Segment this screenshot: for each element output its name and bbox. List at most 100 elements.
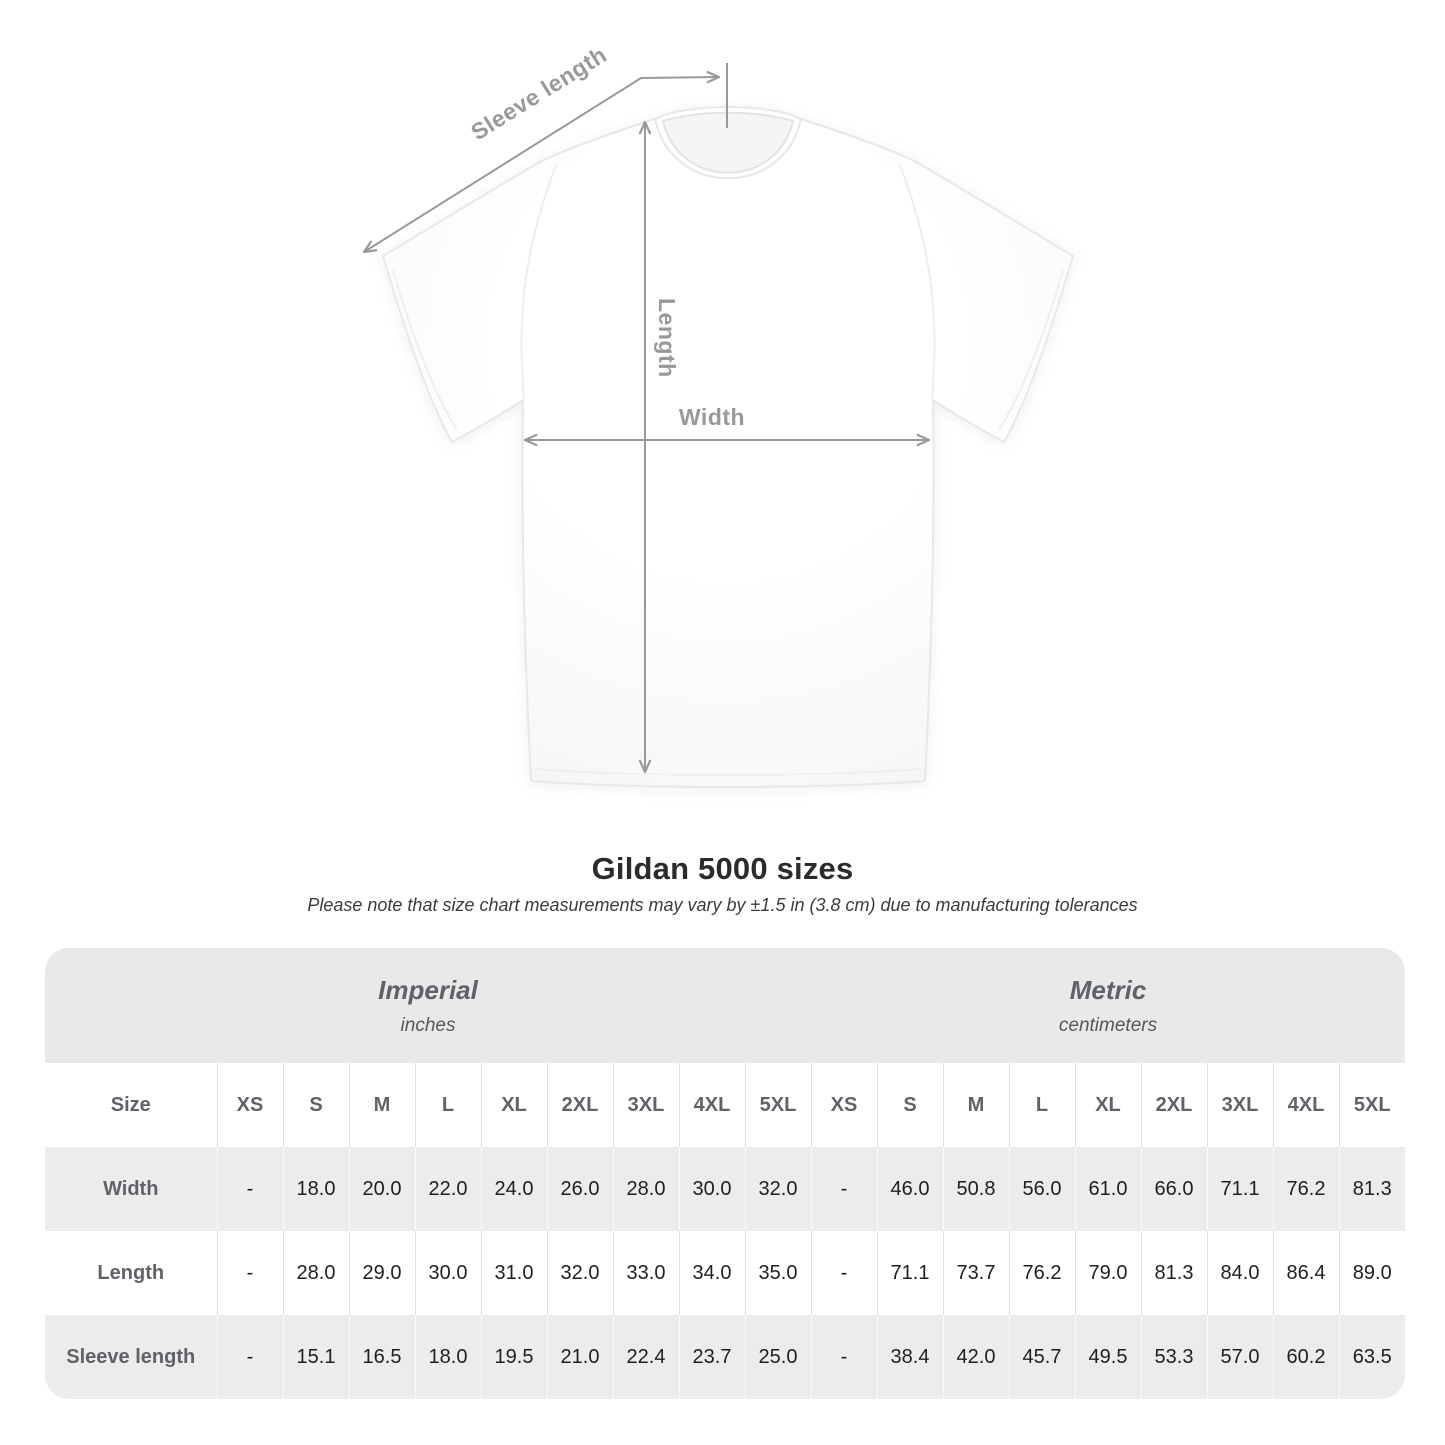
page-title: Gildan 5000 sizes — [591, 851, 854, 886]
tshirt-body — [382, 106, 1074, 788]
tshirt-illustration — [382, 106, 1074, 788]
table-cell: 60.2 — [1272, 1315, 1339, 1399]
tshirt-left-sleeve-hem — [392, 269, 458, 431]
table-cell: 29.0 — [348, 1231, 415, 1315]
imperial-label: Imperial — [378, 974, 478, 1005]
size-header-cell: XL — [1074, 1063, 1141, 1147]
table-cell: 49.5 — [1074, 1315, 1141, 1399]
table-cell: 30.0 — [414, 1231, 481, 1315]
tshirt-right-sleeve-hem — [998, 269, 1064, 431]
table-cell: 89.0 — [1338, 1231, 1405, 1315]
table-cell: 20.0 — [348, 1147, 415, 1231]
table-cell: 71.1 — [876, 1231, 943, 1315]
table-cell: 71.1 — [1206, 1147, 1273, 1231]
row-label: Length — [97, 1261, 165, 1284]
unit-header-imperial: Imperial inches — [45, 948, 811, 1063]
table-row-sizes: Size XS S M L XL 2XL 3XL 4XL 5XL XS S M … — [45, 1063, 1405, 1147]
table-cell: - — [216, 1231, 283, 1315]
size-column-header: Size — [110, 1093, 151, 1116]
size-header-cell: 5XL — [744, 1063, 811, 1147]
title-block: Gildan 5000 sizes Please note that size … — [0, 851, 1445, 916]
size-header-cell: S — [282, 1063, 349, 1147]
unit-header-band: Imperial inches Metric centimeters — [45, 948, 1405, 1063]
table-cell: 28.0 — [282, 1231, 349, 1315]
size-chart: Imperial inches Metric centimeters Size … — [45, 948, 1405, 1399]
table-cell: 23.7 — [678, 1315, 745, 1399]
size-header-cell: XL — [480, 1063, 547, 1147]
table-cell: 81.3 — [1140, 1231, 1207, 1315]
table-row-length: Length - 28.0 29.0 30.0 31.0 32.0 33.0 3… — [45, 1231, 1405, 1315]
table-cell: 22.0 — [414, 1147, 481, 1231]
table-cell: 50.8 — [942, 1147, 1009, 1231]
table-cell: - — [216, 1147, 283, 1231]
length-label: Length — [654, 298, 680, 378]
table-cell: 63.5 — [1338, 1315, 1405, 1399]
table-cell: 35.0 — [744, 1231, 811, 1315]
row-label: Width — [45, 1147, 217, 1231]
size-table: Size XS S M L XL 2XL 3XL 4XL 5XL XS S M … — [45, 1063, 1405, 1399]
size-header-cell: 4XL — [678, 1063, 745, 1147]
table-cell: 16.5 — [348, 1315, 415, 1399]
table-cell: 31.0 — [480, 1231, 547, 1315]
table-cell: 33.0 — [612, 1231, 679, 1315]
size-header-cell: M — [348, 1063, 415, 1147]
metric-unit: centimeters — [1058, 1014, 1158, 1036]
table-cell: 21.0 — [546, 1315, 613, 1399]
size-header-cell: 2XL — [1140, 1063, 1207, 1147]
table-cell: 15.1 — [282, 1315, 349, 1399]
size-header-cell: 5XL — [1338, 1063, 1405, 1147]
table-row-sleeve-length: Sleeve length - 15.1 16.5 18.0 19.5 21.0… — [45, 1315, 1405, 1399]
table-cell: 57.0 — [1206, 1315, 1273, 1399]
table-cell: - — [810, 1231, 877, 1315]
table-cell: 84.0 — [1206, 1231, 1273, 1315]
tshirt-bottom-hem — [534, 768, 922, 776]
table-cell: 66.0 — [1140, 1147, 1207, 1231]
unit-header-metric: Metric centimeters — [811, 948, 1405, 1063]
size-header-cell: L — [1008, 1063, 1075, 1147]
size-header-cell: 3XL — [1206, 1063, 1273, 1147]
table-cell: 42.0 — [942, 1315, 1009, 1399]
width-label: Width — [679, 404, 745, 430]
table-cell: 76.2 — [1272, 1147, 1339, 1231]
table-cell: 32.0 — [744, 1147, 811, 1231]
metric-label: Metric — [1069, 974, 1147, 1005]
table-cell: 79.0 — [1074, 1231, 1141, 1315]
table-cell: 19.5 — [480, 1315, 547, 1399]
table-row-width: Width - 18.0 20.0 22.0 24.0 26.0 28.0 30… — [45, 1147, 1405, 1231]
table-cell: - — [810, 1147, 877, 1231]
table-cell: 34.0 — [678, 1231, 745, 1315]
tshirt-measurement-diagram: Sleeve length Length Width — [362, 41, 1074, 788]
table-cell: 53.3 — [1140, 1315, 1207, 1399]
table-cell: 30.0 — [678, 1147, 745, 1231]
table-cell: 81.3 — [1338, 1147, 1405, 1231]
size-header-cell: XS — [810, 1063, 877, 1147]
table-cell: 56.0 — [1008, 1147, 1075, 1231]
table-cell: 26.0 — [546, 1147, 613, 1231]
size-header-cell: 4XL — [1272, 1063, 1339, 1147]
table-cell: 76.2 — [1008, 1231, 1075, 1315]
size-header-cell: 2XL — [546, 1063, 613, 1147]
tshirt-right-armhole-seam — [899, 164, 936, 399]
table-cell: 73.7 — [942, 1231, 1009, 1315]
row-label: Sleeve length — [45, 1315, 217, 1399]
table-cell: 32.0 — [546, 1231, 613, 1315]
size-header-cell: 3XL — [612, 1063, 679, 1147]
table-cell: 38.4 — [876, 1315, 943, 1399]
size-header-cell: M — [942, 1063, 1009, 1147]
size-header-cell: S — [876, 1063, 943, 1147]
table-cell: 22.4 — [612, 1315, 679, 1399]
table-cell: 24.0 — [480, 1147, 547, 1231]
table-cell: 46.0 — [876, 1147, 943, 1231]
table-cell: 28.0 — [612, 1147, 679, 1231]
table-cell: 18.0 — [414, 1315, 481, 1399]
table-cell: 18.0 — [282, 1147, 349, 1231]
imperial-unit: inches — [400, 1014, 456, 1036]
table-cell: - — [810, 1315, 877, 1399]
table-cell: 25.0 — [744, 1315, 811, 1399]
size-header-cell: L — [414, 1063, 481, 1147]
sleeve-length-dimension-line — [362, 71, 721, 254]
sleeve-length-label: Sleeve length — [466, 41, 611, 145]
table-cell: 86.4 — [1272, 1231, 1339, 1315]
tolerance-note: Please note that size chart measurements… — [307, 895, 1138, 915]
table-cell: 45.7 — [1008, 1315, 1075, 1399]
